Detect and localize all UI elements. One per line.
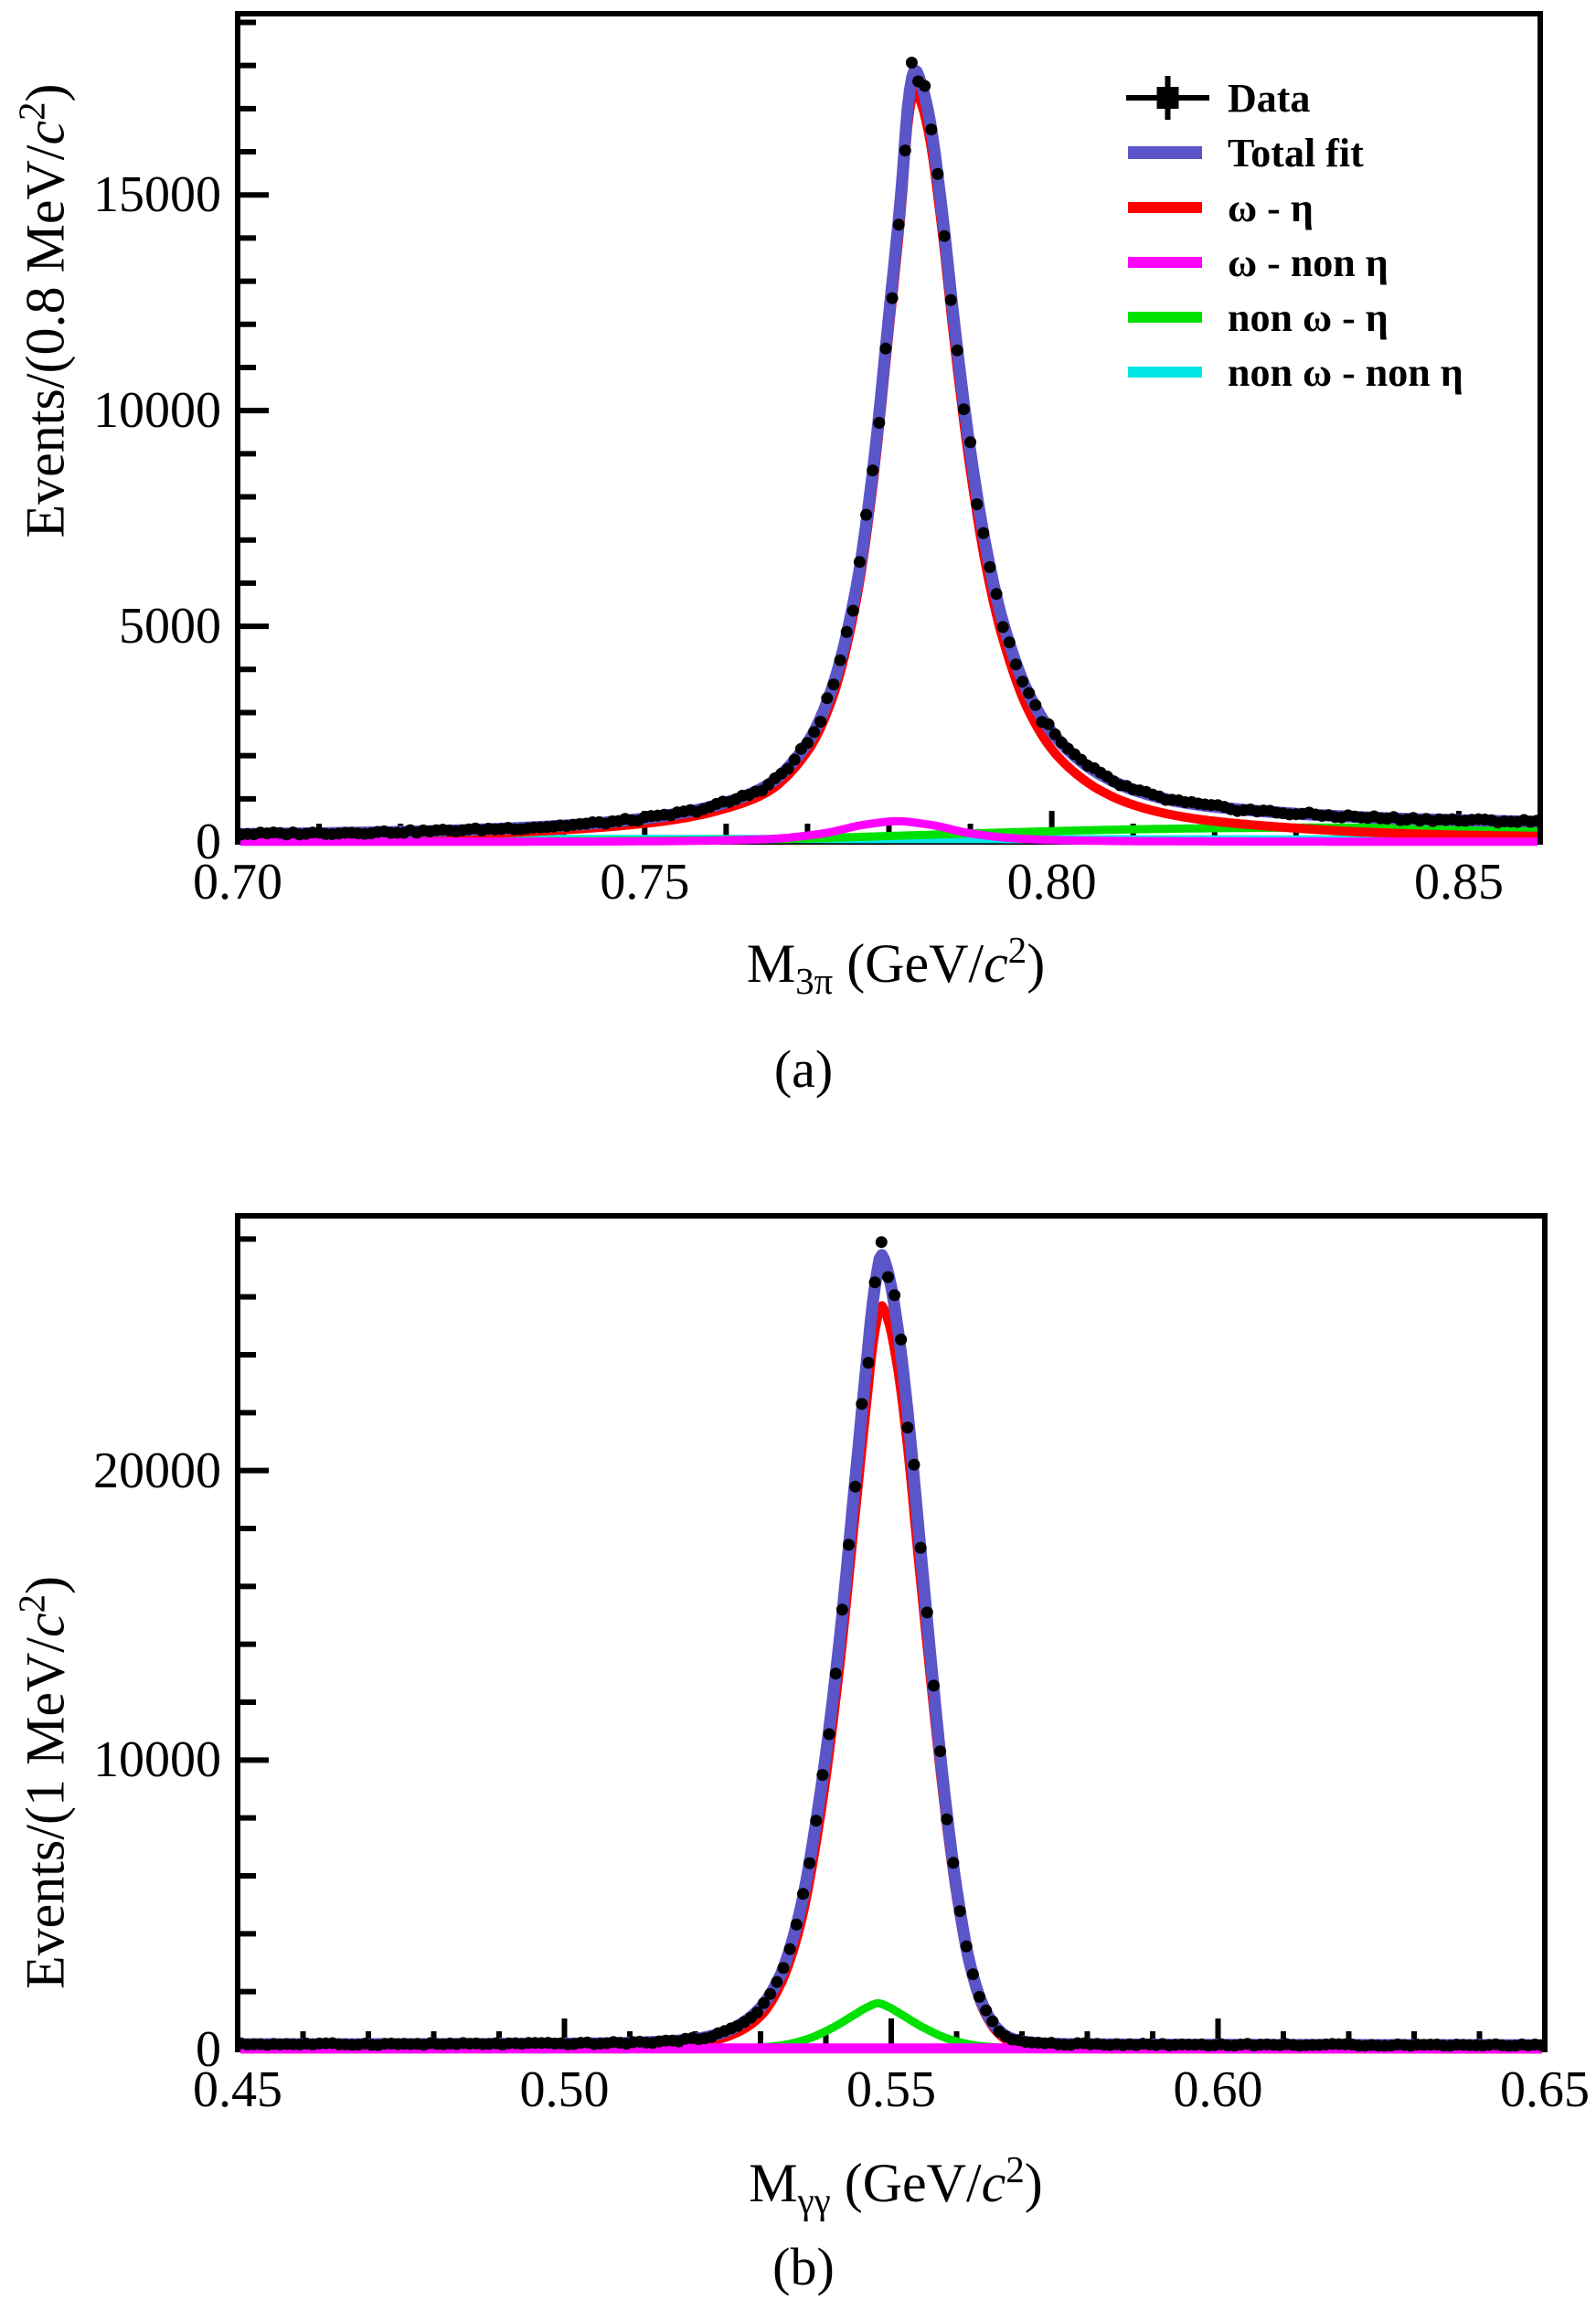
data-points: [240, 57, 1537, 841]
data-points: [240, 1236, 1542, 2052]
curve-omega-eta: [240, 1301, 1542, 2054]
curve-total-fit: [240, 64, 1537, 840]
plot-a: [235, 11, 1543, 847]
curve-total-fit: [240, 1249, 1542, 2051]
plot-b-ticks: [235, 1236, 1548, 2052]
plot-a-frame: [235, 11, 1543, 845]
curve-omega-non-eta: [240, 816, 1537, 847]
plot-a-ticks: [235, 19, 1543, 845]
plot-b: [235, 1213, 1548, 2054]
curve-omega-eta: [240, 84, 1537, 843]
